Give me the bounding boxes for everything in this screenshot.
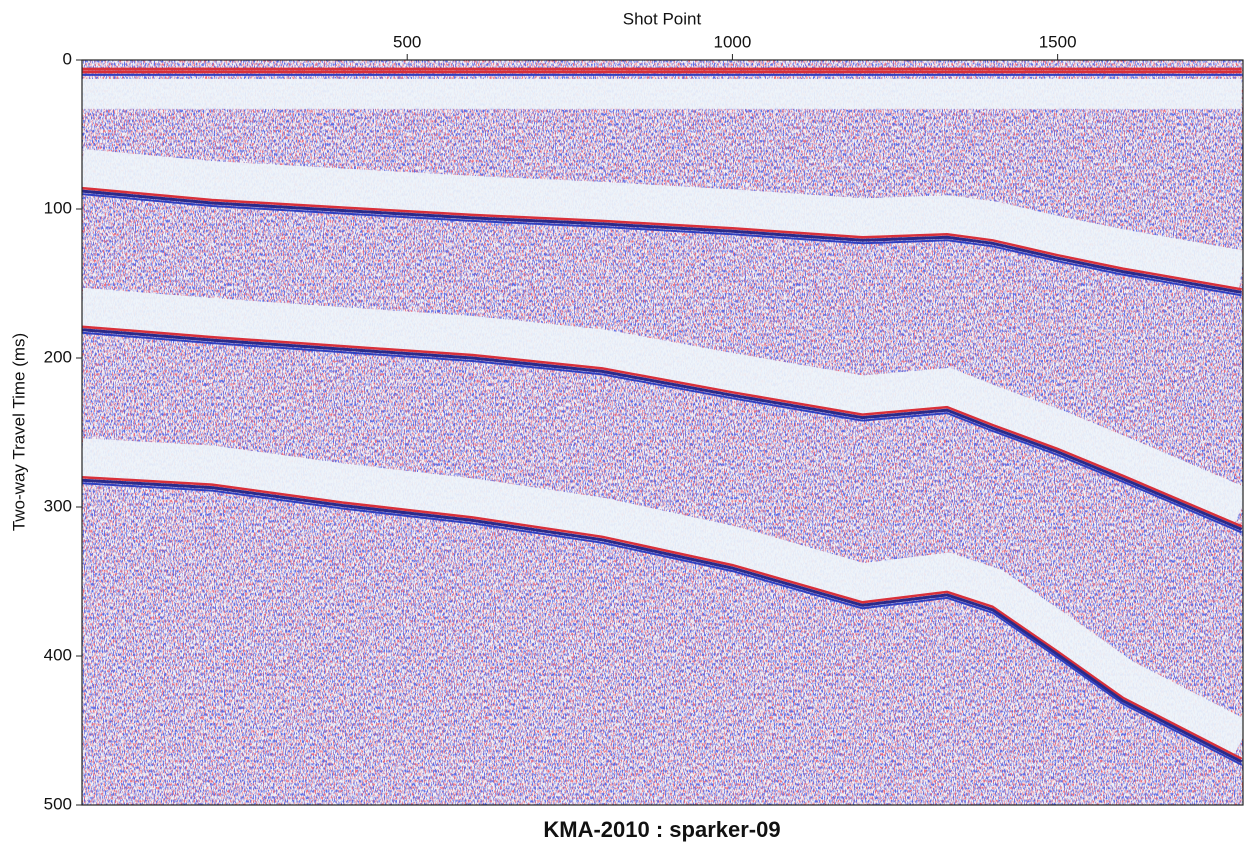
chart-title: KMA-2010 : sparker-09 bbox=[543, 817, 780, 842]
y-tick-label: 200 bbox=[44, 347, 72, 366]
y-tick-label: 0 bbox=[63, 49, 72, 68]
horizons bbox=[82, 67, 1243, 766]
y-tick-label: 100 bbox=[44, 198, 72, 217]
horizon bbox=[82, 189, 1242, 294]
horizon-blue bbox=[82, 482, 1243, 766]
y-axis-label: Two-way Travel Time (ms) bbox=[9, 333, 28, 531]
horizon-blue bbox=[82, 193, 1242, 297]
horizon-red bbox=[82, 325, 1243, 528]
quiet-band bbox=[82, 438, 1243, 758]
plot-frame bbox=[81, 59, 1244, 806]
y-tick-label: 500 bbox=[44, 794, 72, 813]
x-tick-label: 1500 bbox=[1039, 32, 1077, 51]
quiet-band bbox=[82, 149, 1243, 291]
x-axis-label: Shot Point bbox=[623, 9, 702, 28]
y-tick-label: 400 bbox=[44, 645, 72, 664]
horizon bbox=[82, 478, 1243, 764]
horizon-red bbox=[82, 186, 1242, 291]
horizon-red bbox=[82, 475, 1243, 760]
horizon-blue bbox=[82, 331, 1243, 534]
horizon bbox=[82, 328, 1243, 531]
x-tick-label: 500 bbox=[393, 32, 421, 51]
x-tick-label: 1000 bbox=[714, 32, 752, 51]
y-tick-label: 300 bbox=[44, 496, 72, 515]
quiet-band bbox=[82, 287, 1243, 526]
